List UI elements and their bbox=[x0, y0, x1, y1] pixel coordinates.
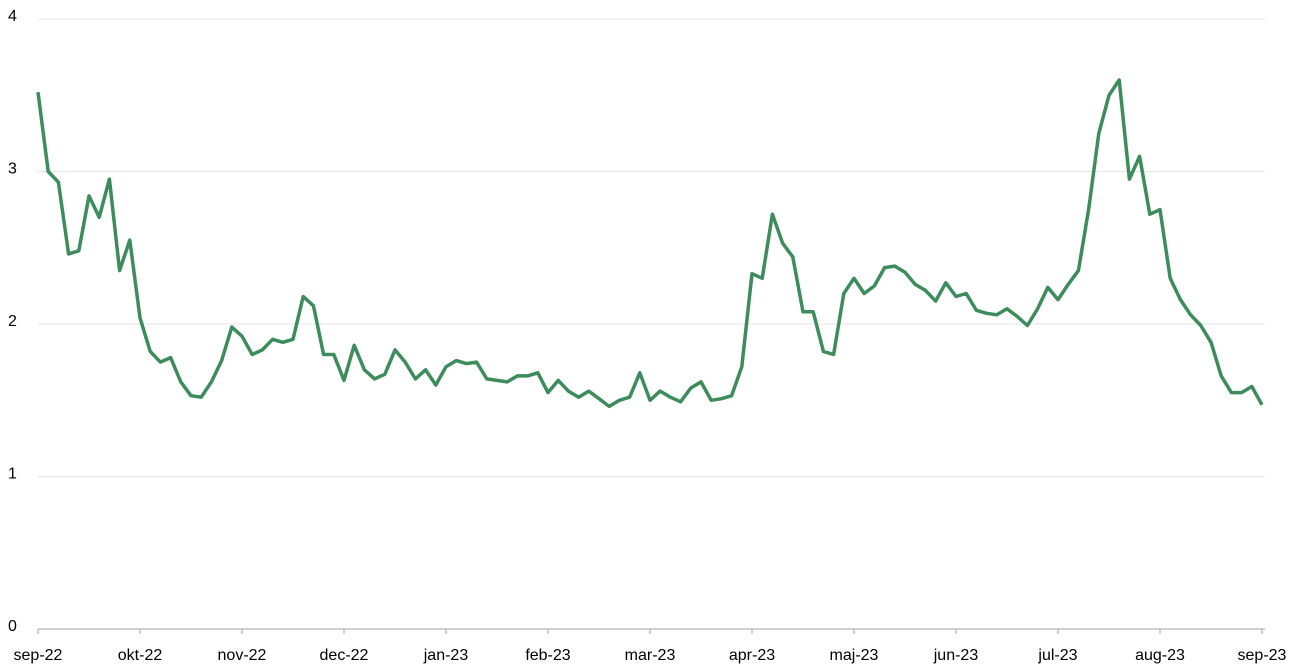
x-tick-label: jun-23 bbox=[933, 647, 979, 664]
x-tick-label: okt-22 bbox=[118, 647, 163, 664]
y-tick-label: 0 bbox=[8, 618, 17, 635]
x-tick-label: jan-23 bbox=[423, 647, 469, 664]
x-tick-label: maj-23 bbox=[830, 647, 879, 664]
x-tick-label: nov-22 bbox=[218, 647, 267, 664]
x-tick-label: sep-23 bbox=[1238, 647, 1287, 664]
x-tick-label: aug-23 bbox=[1135, 647, 1185, 664]
x-tick-label: mar-23 bbox=[625, 647, 676, 664]
y-tick-label: 1 bbox=[8, 466, 17, 483]
x-tick-label: feb-23 bbox=[525, 647, 570, 664]
y-tick-label: 2 bbox=[8, 313, 17, 330]
x-tick-label: dec-22 bbox=[320, 647, 369, 664]
y-tick-label: 3 bbox=[8, 161, 17, 178]
x-tick-label: sep-22 bbox=[14, 647, 63, 664]
line bbox=[36, 78, 1264, 409]
y-tick-label: 4 bbox=[8, 8, 17, 25]
x-tick-label: apr-23 bbox=[729, 647, 775, 664]
x-tick-label: jul-23 bbox=[1037, 647, 1077, 664]
